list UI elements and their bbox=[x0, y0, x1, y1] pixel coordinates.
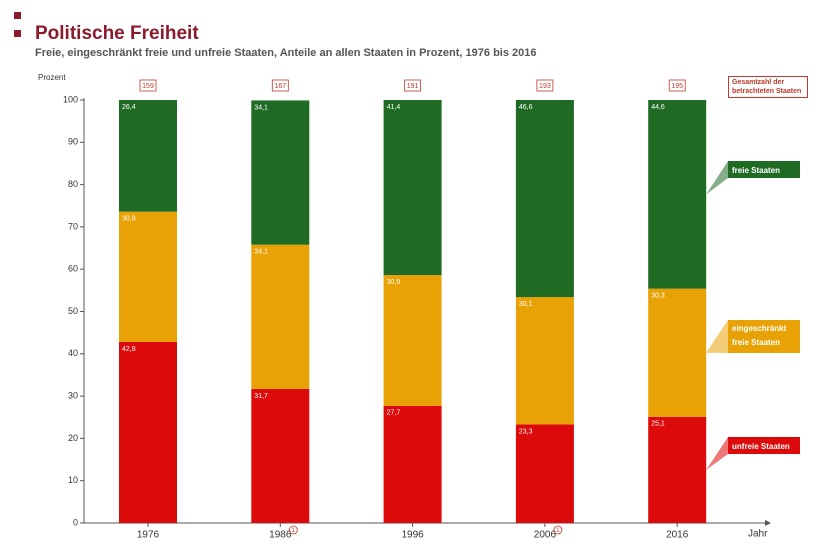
x-axis-arrow bbox=[765, 520, 771, 526]
total-box bbox=[139, 79, 157, 92]
total-box bbox=[536, 79, 554, 92]
bar-segment bbox=[515, 297, 574, 425]
total-label: 159 bbox=[142, 83, 154, 90]
title-marker bbox=[14, 12, 21, 19]
value-label: 34,1 bbox=[254, 249, 268, 256]
bar-segment bbox=[648, 288, 707, 417]
footnote-circle bbox=[288, 525, 298, 535]
x-axis-label: Jahr bbox=[748, 529, 768, 540]
total-box bbox=[404, 79, 422, 92]
chart-title: Politische Freiheit bbox=[35, 23, 199, 44]
y-tick-label: 90 bbox=[68, 137, 78, 147]
y-tick-label: 100 bbox=[63, 94, 78, 104]
total-box bbox=[668, 79, 686, 92]
legend-label: unfreie Staaten bbox=[728, 437, 800, 454]
y-tick-label: 60 bbox=[68, 264, 78, 274]
value-label: 30,9 bbox=[387, 279, 401, 286]
value-label: 30,3 bbox=[651, 293, 665, 300]
bar-segment bbox=[119, 211, 177, 342]
value-label: 30,1 bbox=[519, 301, 533, 308]
legend-item: eingeschränkt freie Staaten bbox=[728, 320, 800, 353]
legend-pointer bbox=[706, 320, 728, 353]
bar-segment bbox=[515, 424, 574, 523]
legend-pointer bbox=[706, 437, 728, 470]
value-label: 23,3 bbox=[519, 428, 533, 435]
title-marker bbox=[14, 30, 21, 37]
footnote-marker: 1 bbox=[556, 528, 560, 534]
footnote-circle bbox=[553, 525, 563, 535]
total-label: 195 bbox=[671, 83, 683, 90]
y-tick-label: 10 bbox=[68, 475, 78, 485]
bar-segment bbox=[383, 275, 442, 406]
bar-segment bbox=[251, 100, 310, 245]
total-label: 193 bbox=[539, 83, 551, 90]
value-label: 26,4 bbox=[122, 104, 136, 111]
chart-subtitle: Freie, eingeschränkt freie und unfreie S… bbox=[35, 47, 536, 59]
total-label: 191 bbox=[407, 83, 419, 90]
totals-label-box: Gesamtzahl der betrachteten Staaten bbox=[728, 76, 808, 98]
value-label: 42,8 bbox=[122, 346, 136, 353]
bar-segment bbox=[251, 244, 310, 389]
value-label: 27,7 bbox=[387, 410, 401, 417]
legend-item: freie Staaten bbox=[728, 161, 800, 178]
y-tick-label: 80 bbox=[68, 179, 78, 189]
y-tick-label: 70 bbox=[68, 221, 78, 231]
y-tick-label: 30 bbox=[68, 390, 78, 400]
bar-segment bbox=[383, 405, 442, 523]
legend-item: unfreie Staaten bbox=[728, 437, 800, 454]
bar-segment bbox=[648, 416, 707, 523]
y-tick-label: 0 bbox=[73, 517, 78, 527]
legend-label: eingeschränkt freie Staaten bbox=[728, 320, 800, 353]
total-label: 167 bbox=[274, 83, 286, 90]
x-tick-label: 1976 bbox=[137, 530, 160, 541]
total-box bbox=[271, 79, 289, 92]
value-label: 46,6 bbox=[519, 104, 533, 111]
value-label: 31,7 bbox=[254, 393, 268, 400]
value-label: 30,8 bbox=[122, 216, 136, 223]
bar-segment bbox=[383, 100, 442, 276]
bar-segment bbox=[648, 100, 707, 289]
footnote-marker: 1 bbox=[292, 528, 296, 534]
y-axis-label: Prozent bbox=[38, 73, 66, 82]
bar-segment bbox=[515, 100, 574, 298]
x-tick-label: 1986 bbox=[269, 530, 292, 541]
y-tick-label: 20 bbox=[68, 433, 78, 443]
totals-label: Gesamtzahl der betrachteten Staaten bbox=[728, 76, 808, 98]
value-label: 41,4 bbox=[387, 104, 401, 111]
x-tick-label: 1996 bbox=[401, 530, 424, 541]
x-tick-label: 2016 bbox=[666, 530, 689, 541]
bar-segment bbox=[119, 341, 177, 523]
y-tick-label: 40 bbox=[68, 348, 78, 358]
bar-segment bbox=[119, 100, 177, 212]
x-tick-label: 2006 bbox=[534, 530, 557, 541]
legend-pointer bbox=[706, 161, 728, 195]
value-label: 34,1 bbox=[254, 104, 268, 111]
y-tick-label: 50 bbox=[68, 306, 78, 316]
bar-segment bbox=[251, 388, 310, 523]
legend-label: freie Staaten bbox=[728, 161, 800, 178]
value-label: 44,6 bbox=[651, 104, 665, 111]
value-label: 25,1 bbox=[651, 421, 665, 428]
